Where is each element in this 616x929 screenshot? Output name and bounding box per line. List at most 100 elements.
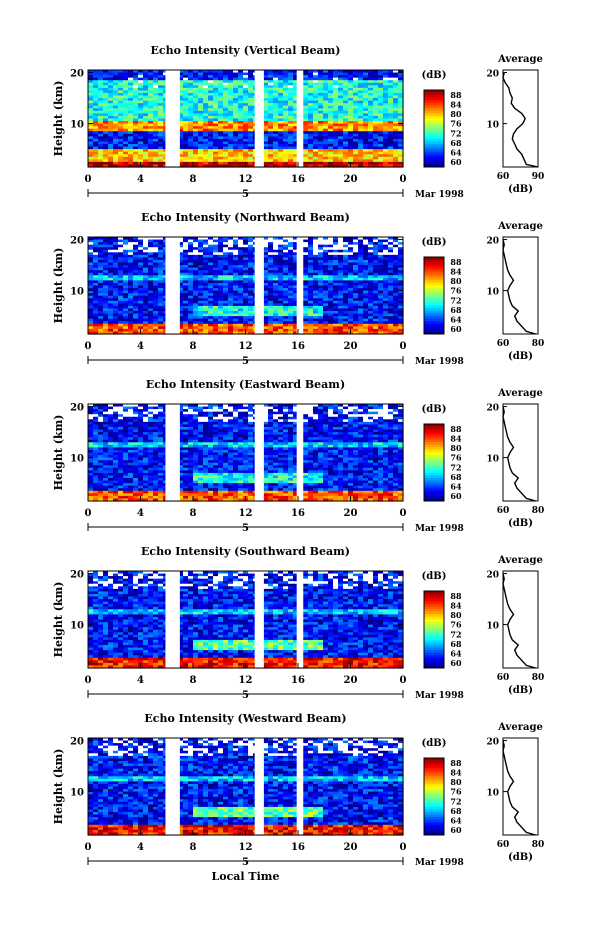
- y-tick-label: 10: [70, 454, 84, 465]
- colorbar-tick-label: 76: [450, 787, 462, 797]
- average-frame: [502, 570, 539, 669]
- x-tick-label: 0: [85, 842, 92, 853]
- avg-x-tick-label: 80: [532, 339, 545, 349]
- x-tick-label: 20: [344, 508, 358, 519]
- colorbar-tick-label: 84: [450, 767, 462, 777]
- colorbar-tick-label: 84: [450, 600, 462, 610]
- x-tick-label: 12: [239, 174, 253, 185]
- day-label: 5: [242, 356, 249, 367]
- x-tick-label: 0: [85, 341, 92, 352]
- date-label: Mar 1998: [415, 357, 464, 367]
- colorbar: [424, 758, 444, 836]
- heatmap-cells: [88, 237, 404, 335]
- heatmap-cells: [88, 571, 404, 669]
- colorbar-tick-label: 68: [450, 138, 462, 148]
- y-tick-label: 10: [70, 621, 84, 632]
- x-tick-label: 20: [344, 842, 358, 853]
- colorbar-frame: [423, 89, 445, 168]
- date-label: Mar 1998: [415, 858, 464, 868]
- x-tick-label: 0: [85, 174, 92, 185]
- colorbar-tick-label: 72: [450, 462, 461, 472]
- colorbar-tick-label: 84: [450, 266, 462, 276]
- data-gap: [254, 237, 264, 334]
- panel-title: Echo Intensity (Southward Beam): [141, 545, 350, 558]
- avg-x-tick-label: 80: [532, 840, 545, 850]
- average-profile-line: [502, 239, 536, 335]
- data-gap: [254, 738, 264, 835]
- average-title: Average: [497, 54, 543, 65]
- colorbar-unit: (dB): [422, 738, 447, 749]
- average-title: Average: [497, 555, 543, 566]
- x-tick-label: 16: [291, 842, 305, 853]
- x-tick-label: 8: [190, 508, 197, 519]
- avg-y-tick-label: 20: [486, 70, 499, 80]
- colorbar: [424, 257, 444, 335]
- echo-panel-4: [87, 570, 539, 698]
- colorbar-tick-label: 64: [450, 482, 462, 492]
- average-xlabel: (dB): [508, 518, 533, 529]
- avg-y-tick-label: 20: [486, 571, 499, 581]
- panel-title: Echo Intensity (Westward Beam): [144, 712, 346, 725]
- data-gap: [165, 571, 180, 668]
- day-label: 5: [242, 189, 249, 200]
- average-frame: [502, 236, 539, 335]
- colorbar-tick-label: 76: [450, 119, 462, 129]
- average-xlabel: (dB): [508, 351, 533, 362]
- x-tick-label: 4: [137, 341, 144, 352]
- x-tick-label: 0: [85, 508, 92, 519]
- x-tick-label: 8: [190, 174, 197, 185]
- panel-title: Echo Intensity (Vertical Beam): [150, 44, 340, 57]
- avg-x-tick-label: 90: [532, 172, 545, 182]
- y-axis-label: Height (km): [52, 81, 65, 157]
- colorbar-unit: (dB): [422, 404, 447, 415]
- x-tick-label: 0: [400, 341, 407, 352]
- colorbar-tick-label: 68: [450, 639, 462, 649]
- average-frame: [502, 403, 539, 502]
- colorbar-tick-label: 64: [450, 315, 462, 325]
- avg-y-tick-label: 20: [486, 404, 499, 414]
- colorbar-tick-label: 68: [450, 472, 462, 482]
- x-tick-label: 0: [400, 842, 407, 853]
- colorbar-tick-label: 80: [450, 443, 462, 453]
- colorbar-tick-label: 68: [450, 806, 462, 816]
- average-xlabel: (dB): [508, 685, 533, 696]
- average-title: Average: [497, 221, 543, 232]
- colorbar: [424, 90, 444, 168]
- data-gap: [296, 738, 304, 835]
- colorbar: [424, 591, 444, 669]
- data-gap: [165, 738, 180, 835]
- x-tick-label: 12: [239, 508, 253, 519]
- data-gap: [296, 571, 304, 668]
- heatmap-cells: [88, 404, 404, 502]
- x-tick-label: 12: [239, 341, 253, 352]
- heatmap-cells: [88, 738, 404, 836]
- colorbar-tick-label: 88: [450, 591, 462, 601]
- y-tick-label: 20: [70, 236, 84, 247]
- data-gap: [254, 404, 264, 501]
- y-axis-label: Height (km): [52, 248, 65, 324]
- colorbar-unit: (dB): [422, 571, 447, 582]
- x-tick-label: 20: [344, 341, 358, 352]
- avg-x-tick-label: 60: [497, 673, 510, 683]
- x-tick-label: 16: [291, 174, 305, 185]
- colorbar-frame: [423, 590, 445, 669]
- avg-x-tick-label: 60: [497, 506, 510, 516]
- data-gap: [254, 571, 264, 668]
- colorbar-unit: (dB): [422, 237, 447, 248]
- average-title: Average: [497, 722, 543, 733]
- average-title: Average: [497, 388, 543, 399]
- colorbar-tick-label: 72: [450, 128, 461, 138]
- avg-x-tick-label: 80: [532, 506, 545, 516]
- date-label: Mar 1998: [415, 691, 464, 701]
- colorbar-tick-label: 88: [450, 257, 462, 267]
- y-tick-label: 20: [70, 69, 84, 80]
- x-tick-label: 12: [239, 675, 253, 686]
- panel-title: Echo Intensity (Northward Beam): [141, 211, 350, 224]
- data-gap: [165, 70, 180, 167]
- x-tick-label: 12: [239, 842, 253, 853]
- date-label: Mar 1998: [415, 190, 464, 200]
- avg-y-tick-label: 10: [486, 622, 499, 632]
- x-axis-label: Local Time: [212, 870, 280, 883]
- heatmap-cells: [88, 70, 404, 168]
- x-tick-label: 8: [190, 675, 197, 686]
